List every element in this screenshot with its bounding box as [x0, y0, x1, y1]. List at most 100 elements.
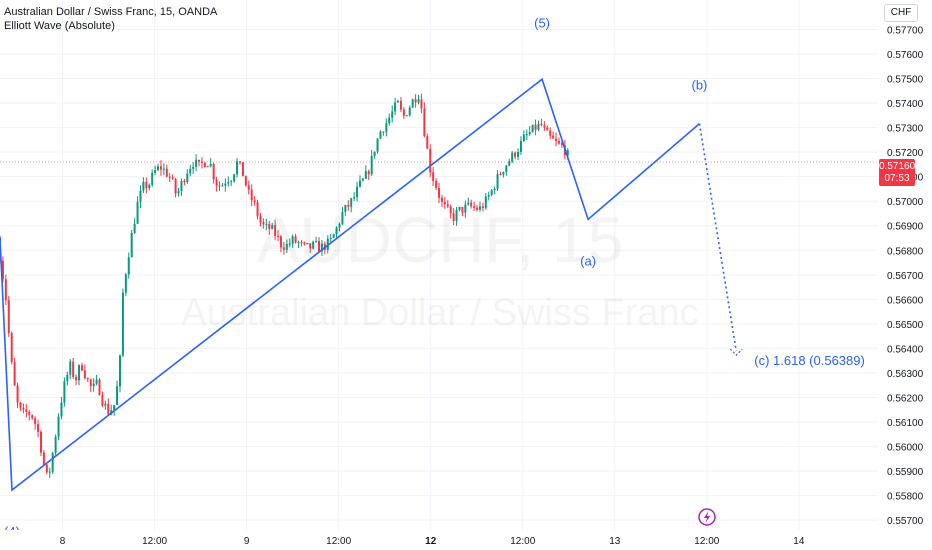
candle-body: [66, 374, 69, 382]
candle-body: [227, 182, 230, 184]
candle-body: [385, 123, 388, 132]
candle-body: [31, 415, 34, 419]
candle-body: [206, 166, 209, 168]
candle-body: [192, 166, 195, 169]
price-axis-bg: [878, 0, 932, 550]
candle-body: [236, 161, 239, 175]
candle-body: [435, 181, 438, 189]
candle-body: [10, 333, 13, 363]
projection-line: [698, 123, 738, 352]
candle-body: [113, 404, 116, 411]
candle-body: [555, 138, 558, 142]
indicator-label[interactable]: Elliott Wave (Absolute): [4, 20, 115, 32]
candle-body: [171, 177, 174, 179]
wave-label: (b): [692, 78, 708, 93]
candle-body: [39, 431, 42, 453]
candle-body: [370, 155, 373, 175]
candle-body: [388, 117, 391, 124]
candle-body: [350, 198, 353, 207]
candle-body: [429, 148, 432, 173]
candle-body: [364, 171, 367, 179]
time-tick-label: 12:00: [510, 536, 535, 547]
candle-body: [104, 403, 107, 406]
candle-body: [338, 223, 341, 228]
candle-body: [268, 223, 271, 229]
candle-body: [347, 205, 350, 207]
time-tick-label: 13: [609, 536, 621, 547]
candle-body: [89, 379, 92, 387]
candle-body: [303, 242, 306, 244]
price-tick-label: 0.57700: [887, 25, 924, 36]
candle-body: [525, 134, 528, 136]
candle-body: [432, 172, 435, 182]
candle-body: [230, 181, 233, 183]
candle-body: [288, 243, 291, 245]
elliott-wave-drawing[interactable]: [0, 77, 743, 492]
candle-body: [484, 196, 487, 208]
candle-body: [552, 135, 555, 139]
time-tick-label: 12:00: [142, 536, 167, 547]
candle-body: [455, 209, 458, 221]
candle-body: [157, 166, 160, 170]
candle-body: [238, 161, 241, 163]
candle-body: [481, 206, 484, 208]
candle-body: [209, 163, 212, 167]
candle-body: [379, 131, 382, 139]
candle-body: [549, 130, 552, 136]
candle-body: [476, 207, 479, 210]
candle-body: [423, 108, 426, 137]
candle-body: [320, 243, 323, 252]
candle-body: [505, 165, 508, 172]
candle-body: [443, 201, 446, 205]
candle-body: [98, 379, 101, 396]
candle-body: [382, 131, 385, 133]
price-axis[interactable]: 0.57700 0.57600 0.57500 0.57400 0.57300 0.572…: [878, 0, 932, 550]
candle-body: [151, 172, 154, 185]
candle-body: [13, 362, 16, 386]
candle-body: [247, 185, 250, 190]
candle-body: [277, 235, 280, 237]
candle-body: [285, 243, 288, 250]
price-tick-label: 0.57300: [887, 124, 924, 135]
candle-body: [22, 407, 25, 410]
candle-body: [51, 452, 54, 472]
candle-body: [408, 107, 411, 116]
candle-body: [458, 206, 461, 210]
price-tick-label: 0.56600: [887, 295, 924, 306]
candle-body: [464, 204, 467, 213]
currency-button[interactable]: CHF: [884, 4, 918, 22]
price-tick-label: 0.56100: [887, 418, 924, 429]
candle-body: [361, 178, 364, 181]
candle-body: [7, 300, 10, 334]
candle-body: [142, 181, 145, 191]
candle-body: [48, 471, 51, 473]
wave-label: (a): [580, 253, 596, 268]
time-tick-label: 12:00: [694, 536, 719, 547]
wave-labels: (3)(4)(5)(a)(b)(c) 1.618 (0.56389): [0, 15, 865, 539]
candle-body: [309, 243, 312, 249]
watermark-symbol: AUDCHF, 15: [257, 204, 623, 276]
candle-body: [83, 370, 86, 379]
candle-body: [19, 402, 22, 408]
symbol-title[interactable]: Australian Dollar / Swiss Franc, 15, OAN…: [4, 6, 218, 18]
candle-body: [212, 163, 215, 180]
candle-body: [4, 279, 7, 301]
flash-event-icon[interactable]: [698, 508, 716, 526]
candle-body: [215, 179, 218, 186]
candle-body: [271, 225, 274, 229]
candle-body: [107, 403, 110, 415]
candle-body: [69, 361, 72, 375]
price-tick-label: 0.56900: [887, 222, 924, 233]
time-axis-bg: [0, 530, 932, 550]
price-tick-label: 0.56200: [887, 394, 924, 405]
wave-label: (5): [534, 15, 550, 30]
candle-body: [45, 464, 48, 473]
candle-body: [291, 236, 294, 244]
price-tick-label: 0.56300: [887, 369, 924, 380]
time-axis[interactable]: 8 12:00 9 12:00 12 12:00 13 12:00 14: [0, 530, 932, 550]
candle-body: [63, 381, 66, 403]
candle-body: [154, 169, 157, 173]
candle-body: [25, 409, 28, 412]
